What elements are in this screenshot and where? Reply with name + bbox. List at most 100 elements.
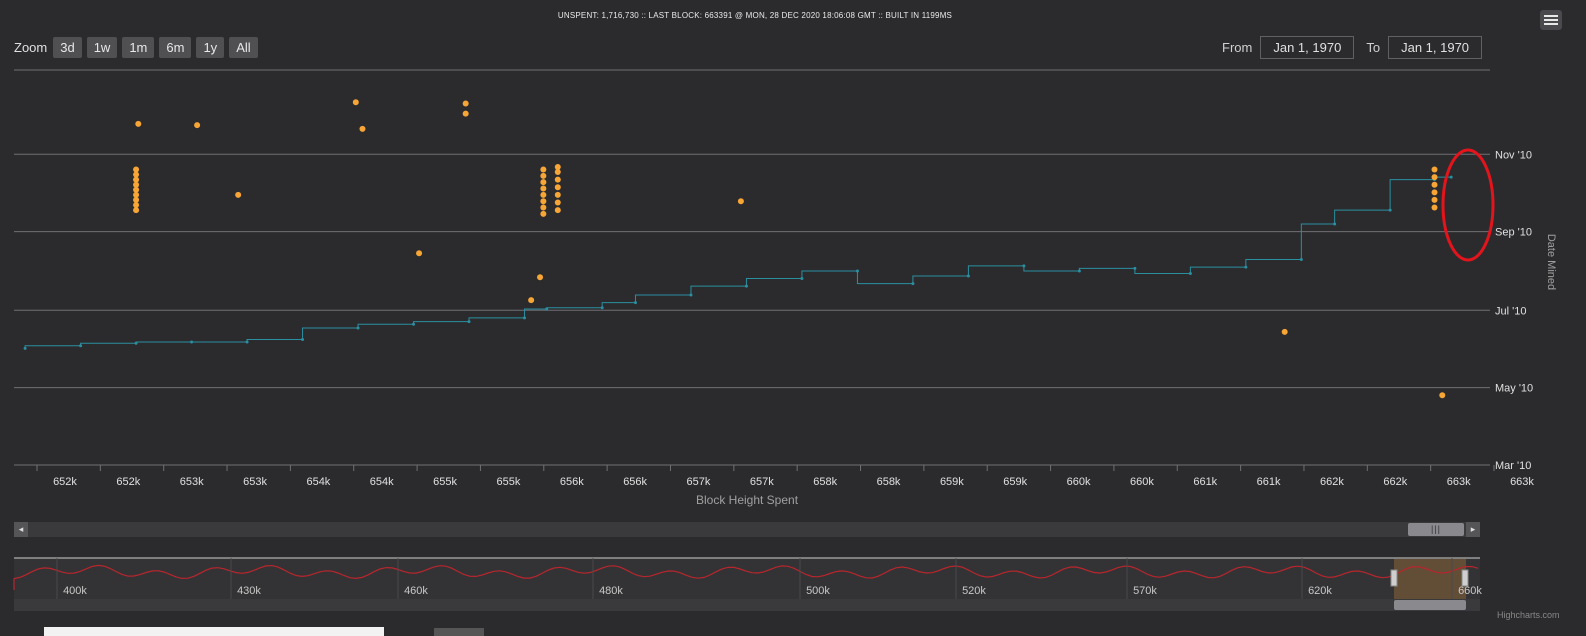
scatter-point	[133, 207, 140, 214]
from-date-input[interactable]: Jan 1, 1970	[1260, 36, 1355, 59]
scatter-point	[1431, 181, 1438, 188]
scatter-point	[554, 199, 561, 206]
scatter-point	[554, 184, 561, 191]
x-tick-label: 658k	[813, 476, 837, 488]
navigator-ticks: 400k 430k 460k 480k 500k 520k 570k 620k 660k	[56, 558, 1482, 599]
to-date-input[interactable]: Jan 1, 1970	[1388, 36, 1483, 59]
line-point	[855, 269, 859, 273]
line-point	[134, 341, 138, 345]
line-point	[1449, 175, 1453, 179]
date-range-selector: From Jan 1, 1970 To Jan 1, 1970	[1222, 36, 1494, 59]
x-tick-label: 653k	[243, 476, 267, 488]
x-tick-label: 654k	[370, 476, 394, 488]
navigator-tick-label: 660k	[1458, 585, 1482, 597]
line-point	[522, 316, 526, 320]
scatter-series	[133, 99, 1446, 399]
navigator-tick-label: 460k	[404, 585, 428, 597]
x-tick-label: 655k	[433, 476, 457, 488]
scatter-point	[540, 185, 547, 192]
scatter-point	[194, 122, 201, 129]
y-axis-ticks: Nov '10 Sep '10 Jul '10 May '10 Mar '10	[1495, 149, 1533, 472]
scatter-point	[554, 169, 561, 176]
navigator-tick-label: 570k	[1133, 585, 1157, 597]
x-tick-label: 662k	[1320, 476, 1344, 488]
scatter-point	[462, 110, 469, 117]
line-point	[356, 326, 360, 330]
line-point	[744, 284, 748, 288]
zoom-all-button[interactable]: All	[229, 37, 258, 58]
y-tick-label: May '10	[1495, 383, 1533, 395]
line-point	[190, 340, 194, 344]
scatter-point	[737, 198, 744, 205]
scroll-thumb[interactable]: |||	[1408, 523, 1464, 536]
x-tick-label: 652k	[116, 476, 140, 488]
x-tick-label: 663k	[1510, 476, 1534, 488]
scatter-point	[540, 198, 547, 205]
line-point	[800, 277, 804, 281]
y-tick-label: Sep '10	[1495, 227, 1532, 239]
arrow-right-icon[interactable]: ▸	[1466, 522, 1480, 537]
x-tick-label: 658k	[877, 476, 901, 488]
x-tick-label: 654k	[306, 476, 330, 488]
line-point	[1333, 222, 1337, 226]
navigator-tick-label: 620k	[1308, 585, 1332, 597]
zoom-1y-button[interactable]: 1y	[196, 37, 225, 58]
scatter-point	[135, 120, 142, 127]
to-label: To	[1366, 40, 1381, 55]
scatter-point	[416, 250, 423, 257]
line-point	[545, 307, 549, 311]
navigator-line	[13, 564, 1479, 590]
line-point	[467, 320, 471, 324]
line-point	[1133, 266, 1137, 270]
zoom-3d-button[interactable]: 3d	[53, 37, 82, 58]
navigator-tick-label: 480k	[599, 585, 623, 597]
scatter-point	[554, 176, 561, 183]
x-tick-label: 656k	[560, 476, 584, 488]
line-point	[1388, 208, 1392, 212]
x-tick-label: 657k	[687, 476, 711, 488]
zoom-6m-button[interactable]: 6m	[159, 37, 192, 58]
scatter-point	[359, 125, 366, 132]
scatter-point	[554, 207, 561, 214]
horizontal-scrollbar[interactable]: ◂ ||| ▸	[14, 522, 1480, 537]
navigator-right-handle	[1461, 569, 1469, 587]
line-point	[1022, 264, 1026, 268]
scatter-point	[133, 196, 140, 203]
zoom-1w-button[interactable]: 1w	[86, 37, 118, 58]
date-mined-line	[24, 176, 1452, 349]
scatter-point	[540, 179, 547, 186]
navigator-tick-label: 500k	[806, 585, 830, 597]
highlight-circle	[1441, 148, 1495, 262]
navigator-tick-label: 520k	[962, 585, 986, 597]
scatter-point	[1431, 189, 1438, 196]
scatter-point	[133, 181, 140, 188]
arrow-left-icon[interactable]: ◂	[14, 522, 28, 537]
scatter-point	[1439, 392, 1446, 399]
scatter-point	[235, 191, 242, 198]
x-axis-title: Block Height Spent	[696, 493, 799, 507]
x-tick-label: 659k	[940, 476, 964, 488]
hamburger-menu-icon[interactable]	[1540, 10, 1562, 30]
line-point	[1244, 265, 1248, 269]
line-point	[79, 344, 83, 348]
scatter-point	[540, 172, 547, 179]
scatter-point	[133, 171, 140, 178]
line-point	[689, 293, 693, 297]
scatter-point	[133, 176, 140, 183]
scatter-point	[1431, 196, 1438, 203]
navigator-selection	[1394, 559, 1466, 599]
scatter-point	[133, 202, 140, 208]
line-point	[600, 306, 604, 310]
line-point	[966, 274, 970, 278]
highcharts-credit[interactable]: Highcharts.com	[1497, 610, 1560, 620]
scatter-point	[133, 191, 140, 198]
line-series	[23, 175, 1453, 350]
x-tick-label: 660k	[1067, 476, 1091, 488]
zoom-1m-button[interactable]: 1m	[122, 37, 155, 58]
y-axis-title: Date Mined	[1545, 234, 1557, 290]
navigator-left-handle	[1390, 569, 1398, 587]
scatter-point	[1281, 328, 1288, 335]
line-point	[23, 346, 27, 350]
navigator-scrollbar	[14, 599, 1480, 611]
scatter-point	[462, 100, 469, 107]
